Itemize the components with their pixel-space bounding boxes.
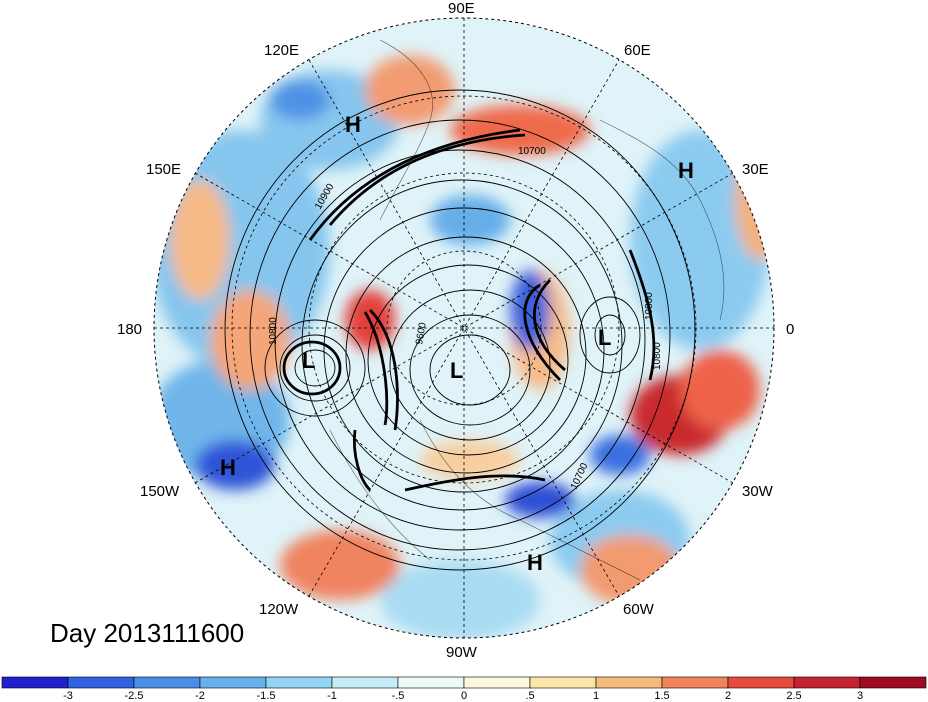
lon-label-30e: 30E — [742, 161, 769, 178]
lon-label-180: 180 — [117, 321, 142, 338]
colorbar-label: 0 — [461, 690, 467, 702]
lon-label-150e: 150E — [146, 161, 181, 178]
colorbar-swatch — [793, 676, 861, 689]
colorbar-swatch — [133, 676, 201, 689]
pressure-center-low: L — [450, 358, 463, 383]
colorbar-label: -1 — [327, 690, 337, 702]
lon-label-120e: 120E — [264, 42, 299, 59]
colorbar-label: 1 — [593, 690, 599, 702]
colorbar-swatch — [397, 676, 465, 689]
jet-contours — [282, 128, 656, 492]
contour-label: 9600 — [414, 321, 429, 345]
pressure-centers: H H L L L H H — [220, 112, 694, 575]
contour-label: 10800 — [268, 317, 279, 345]
colorbar-swatch — [331, 676, 399, 689]
pressure-center-high: H — [220, 455, 236, 480]
colorbar-label: -3 — [63, 690, 73, 702]
height-contours — [224, 89, 696, 571]
pressure-center-high: H — [527, 550, 543, 575]
colorbar-label: 3 — [857, 690, 863, 702]
colorbar-label: .5 — [525, 690, 534, 702]
lon-label-0: 0 — [786, 321, 794, 338]
colorbar-swatch — [265, 676, 333, 689]
coastlines — [329, 39, 725, 581]
colorbar-label: -1.5 — [257, 690, 276, 702]
colorbar-swatch — [595, 676, 663, 689]
colorbar-swatch — [463, 676, 531, 689]
pressure-center-high: H — [345, 112, 361, 137]
lon-label-30w: 30W — [742, 483, 774, 500]
pressure-center-high: H — [678, 158, 694, 183]
colorbar-swatch — [199, 676, 267, 689]
contour-label: 10800 — [652, 342, 663, 370]
lon-label-90e: 90E — [448, 0, 475, 17]
colorbar-label: -.5 — [392, 690, 405, 702]
colorbar-label: 2.5 — [786, 690, 801, 702]
longitude-labels: 90E 60E 120E 30E 150E 180 0 150W 30W 120… — [117, 0, 794, 661]
colorbar-swatch — [661, 676, 729, 689]
colorbar-label: 2 — [725, 690, 731, 702]
date-title: Day 2013111600 — [50, 618, 245, 648]
contour-label: 10800 — [644, 292, 655, 320]
colorbar-swatch — [727, 676, 795, 689]
colorbar: -3 -2.5 -2 -1.5 -1 -.5 0 .5 1 1.5 2 2.5 3 — [1, 676, 927, 702]
lon-label-60e: 60E — [624, 42, 651, 59]
colorbar-swatch — [67, 676, 135, 689]
map-boundary — [153, 17, 775, 639]
lon-label-90w: 90W — [446, 644, 478, 661]
pressure-center-low: L — [598, 325, 611, 350]
contour-label: 10700 — [518, 146, 546, 157]
colorbar-label: -2.5 — [125, 690, 144, 702]
colorbar-label: -2 — [195, 690, 205, 702]
colorbar-swatch — [859, 676, 927, 689]
colorbar-swatch — [529, 676, 597, 689]
lon-label-150w: 150W — [140, 483, 180, 500]
colorbar-swatch — [1, 676, 69, 689]
graticule — [154, 18, 774, 638]
lon-label-60w: 60W — [623, 601, 655, 618]
pressure-center-low: L — [302, 348, 315, 373]
colorbar-label: 1.5 — [654, 690, 669, 702]
lon-label-120w: 120W — [259, 601, 299, 618]
